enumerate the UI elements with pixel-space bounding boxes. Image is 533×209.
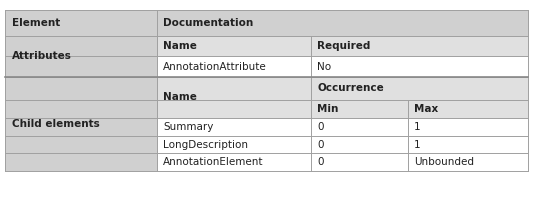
Bar: [157, 56, 311, 77]
Text: 0: 0: [317, 140, 324, 150]
Text: Name: Name: [163, 41, 197, 51]
Text: Occurrence: Occurrence: [317, 83, 384, 93]
Text: No: No: [317, 62, 332, 72]
Text: 0: 0: [317, 122, 324, 132]
Text: Summary: Summary: [163, 122, 214, 132]
Bar: [5, 10, 157, 36]
Text: Element: Element: [12, 18, 60, 28]
Text: Documentation: Documentation: [163, 18, 254, 28]
Text: 0: 0: [317, 157, 324, 167]
Bar: [408, 100, 528, 118]
Text: Unbounded: Unbounded: [414, 157, 474, 167]
Bar: [157, 118, 311, 136]
Bar: [5, 77, 157, 171]
Text: Required: Required: [317, 41, 370, 51]
Bar: [408, 118, 528, 136]
Bar: [157, 136, 311, 153]
Bar: [311, 36, 528, 56]
Text: 1: 1: [414, 122, 421, 132]
Bar: [408, 153, 528, 171]
Bar: [311, 136, 408, 153]
Bar: [157, 77, 311, 118]
Bar: [157, 36, 311, 56]
Text: Child elements: Child elements: [12, 119, 100, 129]
Bar: [311, 118, 408, 136]
Bar: [5, 36, 157, 77]
Text: LongDescription: LongDescription: [163, 140, 248, 150]
Bar: [408, 136, 528, 153]
Text: 1: 1: [414, 140, 421, 150]
Text: AnnotationElement: AnnotationElement: [163, 157, 264, 167]
Bar: [157, 153, 311, 171]
Bar: [311, 77, 528, 100]
Text: AnnotationAttribute: AnnotationAttribute: [163, 62, 267, 72]
Bar: [311, 100, 408, 118]
Text: Name: Name: [163, 92, 197, 102]
Bar: [157, 10, 528, 36]
Text: Min: Min: [317, 104, 338, 114]
Bar: [311, 153, 408, 171]
Bar: [311, 56, 528, 77]
Text: Max: Max: [414, 104, 438, 114]
Text: Attributes: Attributes: [12, 51, 71, 61]
